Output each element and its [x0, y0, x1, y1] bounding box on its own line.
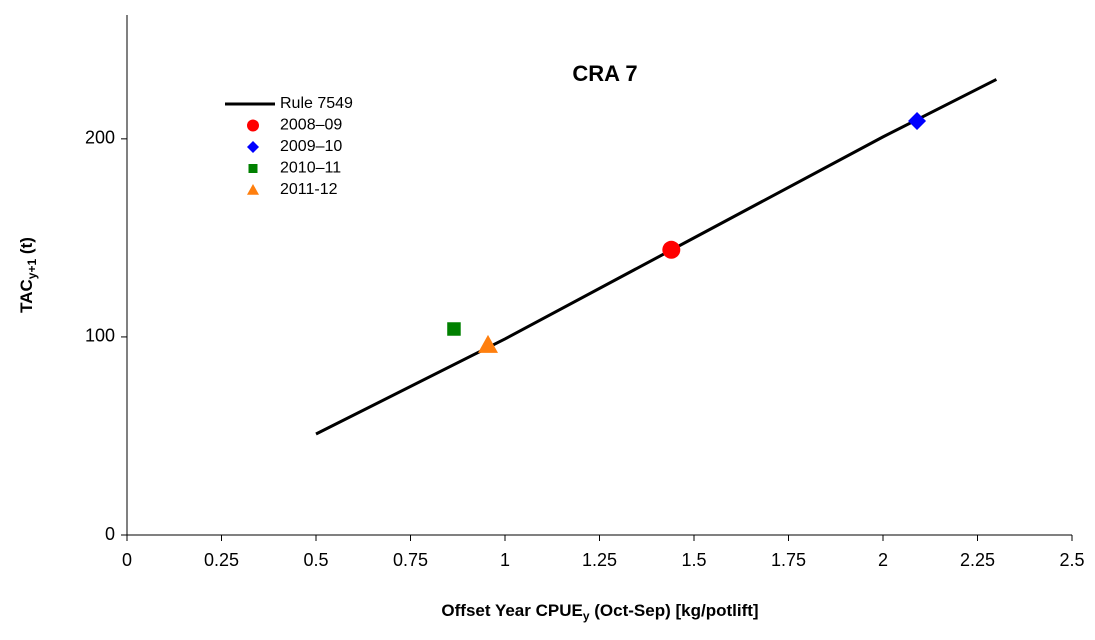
- point: [662, 240, 681, 259]
- x-tick-label: 1: [500, 550, 510, 570]
- legend-marker: [248, 164, 258, 173]
- x-label-rest: (Oct-Sep) [kg/potlift]: [590, 601, 759, 620]
- legend-label: 2009–10: [280, 138, 342, 155]
- x-label-main: Offset Year CPUE: [441, 601, 582, 620]
- point: [908, 112, 927, 131]
- y-tick-label: 200: [85, 128, 115, 148]
- y-tick-label: 0: [105, 524, 115, 544]
- legend-marker: [247, 184, 259, 195]
- y-label-main: TAC: [17, 279, 36, 313]
- x-tick-label: 1.25: [582, 550, 617, 570]
- x-label-sub: y: [583, 609, 590, 623]
- x-tick-label: 0.25: [204, 550, 239, 570]
- x-axis-label: Offset Year CPUEy (Oct-Sep) [kg/potlift]: [441, 601, 758, 623]
- x-tick-label: 2: [878, 550, 888, 570]
- point: [447, 322, 461, 336]
- legend-label: 2011-12: [280, 181, 338, 198]
- x-tick-label: 0.5: [303, 550, 328, 570]
- chart-title: CRA 7: [572, 61, 637, 86]
- point: [477, 334, 498, 353]
- x-tick-label: 2.25: [960, 550, 995, 570]
- legend-marker: [247, 141, 259, 153]
- rule-line: [315, 78, 998, 436]
- y-axis-label: TACy+1 (t): [17, 237, 39, 313]
- y-label-rest: (t): [17, 237, 36, 259]
- legend-label: 2008–09: [280, 117, 342, 134]
- x-tick-label: 0.75: [393, 550, 428, 570]
- x-tick-label: 2.5: [1059, 550, 1084, 570]
- legend-marker: [247, 119, 259, 132]
- legend-label: 2010–11: [280, 160, 341, 177]
- x-tick-label: 0: [122, 550, 132, 570]
- y-label-sub: y+1: [25, 259, 39, 280]
- x-tick-label: 1.75: [771, 550, 806, 570]
- x-tick-label: 1.5: [681, 550, 706, 570]
- legend-label: Rule 7549: [280, 95, 353, 112]
- y-tick-label: 100: [85, 326, 115, 346]
